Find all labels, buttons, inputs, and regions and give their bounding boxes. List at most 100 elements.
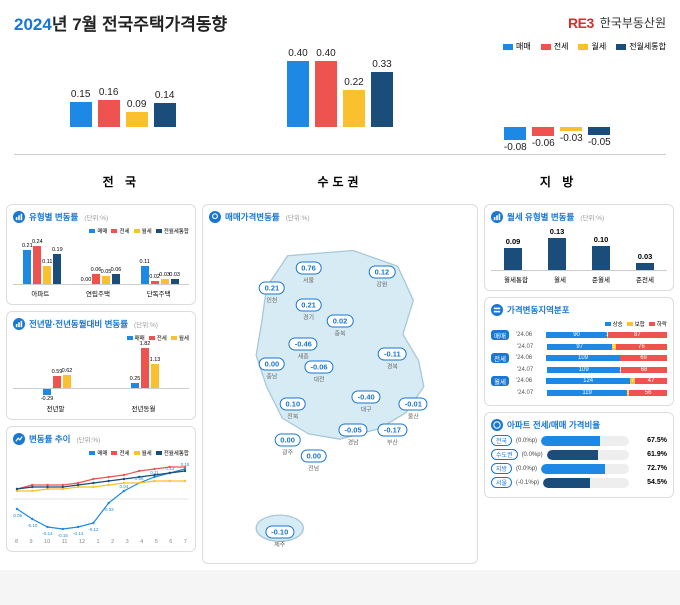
- main-bar: -0.08: [504, 44, 526, 154]
- panel-ratio: 아파트 전세/매매 가격비율 전국(0.0%p)67.5%수도권(0.0%p)6…: [484, 412, 674, 498]
- main-bar: -0.03: [560, 44, 582, 154]
- mini-bar: 0.06: [92, 236, 100, 284]
- mini-bar: 0.13: [548, 226, 566, 270]
- brand-name: 한국부동산원: [600, 14, 666, 31]
- dist-row-label: '24.06: [516, 378, 542, 384]
- ratio-row: 수도권(0.0%p)61.9%: [491, 449, 667, 460]
- bar-value: 0.10: [592, 235, 610, 244]
- ratio-fill: [543, 478, 590, 488]
- ratio-region: 지방: [491, 463, 512, 474]
- ratio-region: 서울: [491, 477, 512, 488]
- mini-group-label: 준전세: [636, 274, 654, 284]
- map-pin: 0.00광주: [274, 433, 301, 456]
- mini-group-label: 준월세: [592, 274, 610, 284]
- map-pin: -0.06대전: [304, 361, 333, 384]
- trend-x-label: 5: [155, 539, 158, 545]
- svg-text:0.15: 0.15: [181, 462, 189, 467]
- mini-bar: 0.62: [63, 344, 71, 400]
- main-bar: 0.09: [126, 44, 148, 154]
- mini-bar: 0.00: [82, 236, 90, 284]
- map-pin-region: 전북: [280, 411, 307, 420]
- ratio-track: [541, 464, 629, 474]
- svg-text:-0.02: -0.02: [104, 507, 115, 512]
- svg-text:-0.15: -0.15: [58, 533, 69, 538]
- svg-text:-0.12: -0.12: [88, 527, 99, 532]
- map-pin-value: 0.00: [300, 450, 327, 463]
- svg-text:0.08: 0.08: [135, 476, 144, 481]
- swatch-total: [616, 44, 626, 50]
- panel-title-text: 아파트 전세/매매 가격비율: [507, 419, 600, 431]
- map-pin: 0.21인천: [259, 282, 286, 305]
- ratio-delta: (-0.1%p): [516, 480, 539, 486]
- ratio-track: [547, 450, 629, 460]
- map-pin-region: 강원: [369, 279, 396, 288]
- panel-dist: 가격변동지역분포 상승 보합 하락 매매'24.0690187'24.07975…: [484, 297, 674, 406]
- mini-bar: 1.82: [141, 344, 149, 400]
- dist-bar: 10969: [546, 354, 667, 363]
- legend-total: 전월세통합: [629, 41, 666, 52]
- ratio-pct: 67.5%: [633, 437, 667, 444]
- main-bar: 0.22: [343, 44, 365, 154]
- ratio-fill: [541, 436, 600, 446]
- ratio-row: 지방(0.0%p)72.7%: [491, 463, 667, 474]
- panel-unit: (단위:%): [286, 212, 310, 222]
- mini-bar-group: 0.110.020.030.03: [141, 236, 179, 284]
- dist-section-name: 매매: [491, 330, 509, 340]
- map-pin-region: 전남: [300, 464, 327, 473]
- mini-bar: 0.25: [131, 344, 139, 400]
- dist-bar: 124747: [546, 377, 667, 386]
- main-bar-group: 0.400.400.220.33: [287, 44, 393, 154]
- dist-seg-down: 69: [620, 355, 667, 361]
- page: 2024년 7월 전국주택가격동향 RE3 한국부동산원 매매 전세 월세 전월…: [0, 0, 680, 570]
- ratio-delta: (0.0%p): [516, 438, 537, 444]
- trend-x-label: 7: [184, 539, 187, 545]
- map-pin-region: 제주: [265, 540, 294, 549]
- dist-row: '24.07109168: [491, 365, 667, 374]
- chart-icon: [13, 211, 25, 223]
- bar-value: 0.13: [548, 227, 566, 236]
- bar-value: 0.33: [365, 59, 399, 70]
- dist-seg-down: 47: [635, 378, 667, 384]
- page-title: 2024년 7월 전국주택가격동향: [14, 10, 227, 35]
- bar-value: 0.03: [636, 252, 654, 261]
- panel-monthly-type: 월세 유형별 변동률 (단위:%) 0.090.130.100.03 월세통합월…: [484, 204, 674, 291]
- dist-section-name: 월세: [491, 376, 509, 386]
- title-year: 2024: [14, 15, 52, 34]
- map-pin-value: -0.17: [378, 423, 407, 436]
- dist-bar: 90187: [546, 331, 667, 340]
- map-pin: -0.11경북: [378, 348, 407, 371]
- map-pin-value: -0.11: [378, 348, 407, 361]
- map-pin: 0.10전북: [280, 397, 307, 420]
- main-bar: 0.14: [154, 44, 176, 154]
- panel-unit: (단위:%): [76, 434, 100, 444]
- map-pin-value: -0.46: [289, 338, 318, 351]
- dist-row-label: '24.07: [517, 390, 543, 396]
- ratio-row: 전국(0.0%p)67.5%: [491, 435, 667, 446]
- trend-x-label: 1: [97, 539, 100, 545]
- svg-text:0.04: 0.04: [120, 484, 129, 489]
- trend-x-label: 10: [44, 539, 50, 545]
- dist-seg-up: 97: [547, 344, 612, 350]
- map-pin: 0.21경기: [295, 298, 322, 321]
- mini-bar: 0.11: [43, 236, 51, 284]
- map-pin-region: 충남: [259, 371, 286, 380]
- map-pin: -0.10제주: [265, 526, 294, 549]
- map-pin-value: 0.00: [259, 357, 286, 370]
- dist-row: 월세 '24.06 124747: [491, 376, 667, 386]
- dist-row-label: '24.07: [517, 344, 543, 350]
- dist-seg-up: 109: [546, 355, 620, 361]
- trend-x-label: 6: [169, 539, 172, 545]
- mini-bar: 0.05: [102, 236, 110, 284]
- map-pin-region: 경북: [378, 362, 407, 371]
- bar-value: 0.22: [337, 77, 371, 88]
- dist-seg-down: 68: [621, 367, 667, 373]
- main-group-label: 지 방: [540, 173, 577, 190]
- trend-x-label: 4: [140, 539, 143, 545]
- map-pin-region: 부산: [378, 437, 407, 446]
- panel-title-text: 월세 유형별 변동률: [507, 211, 574, 223]
- dist-bar: 119356: [547, 388, 667, 397]
- dist-seg-down: 56: [629, 390, 667, 396]
- main-bar-chart: 매매 전세 월세 전월세통합 0.150.160.090.140.400.400…: [0, 41, 680, 198]
- panel-title-text: 변동률 추이: [29, 433, 70, 445]
- ratio-pct: 61.9%: [633, 451, 667, 458]
